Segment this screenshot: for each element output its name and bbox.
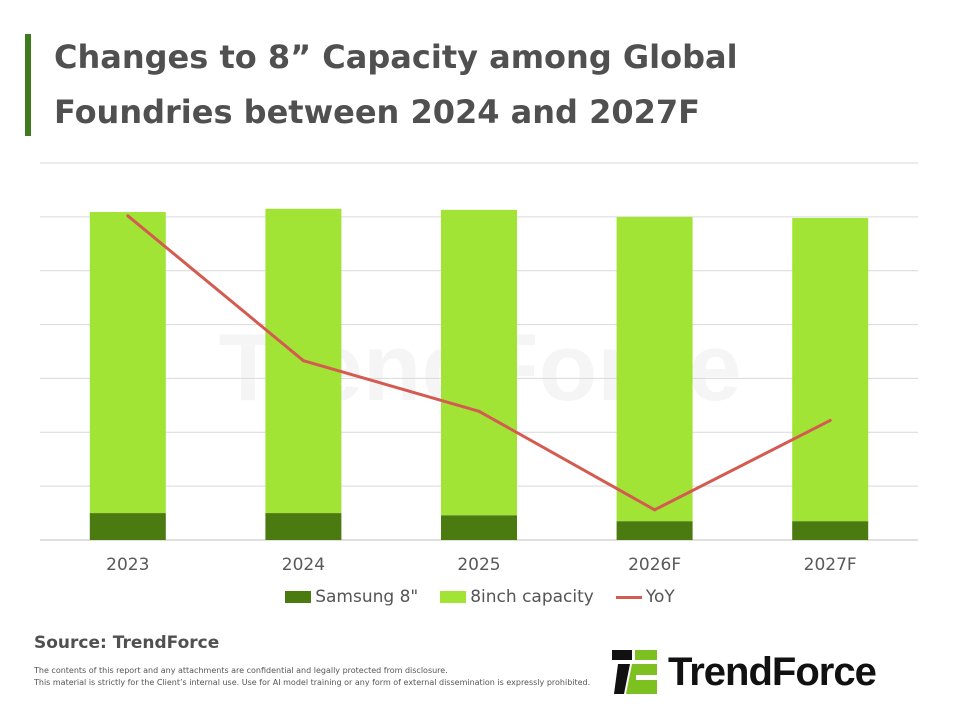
logo-icon <box>612 650 657 694</box>
x-tick-label: 2025 <box>457 555 500 575</box>
bar-samsung <box>792 521 869 540</box>
legend-yoy: YoY <box>615 587 675 607</box>
bar-capacity <box>792 217 869 522</box>
x-tick-label: 2027F <box>804 555 857 575</box>
legend-line <box>615 595 642 599</box>
legend-swatch <box>285 591 312 603</box>
legend-capacity: 8inch capacity <box>440 587 594 607</box>
yoy-point <box>126 214 130 218</box>
chart-title: Changes to 8” Capacity among Global Foun… <box>54 38 738 131</box>
x-tick-label: 2026F <box>628 555 681 575</box>
legend-swatch <box>440 591 467 603</box>
bar-samsung <box>89 513 166 540</box>
trendforce-logo: TrendForce <box>612 648 877 696</box>
bar-samsung <box>265 513 342 540</box>
legend-label: YoY <box>645 587 675 607</box>
logo-text: TrendForce <box>668 649 877 694</box>
legend-label: 8inch capacity <box>470 587 594 607</box>
bar-samsung <box>616 521 693 540</box>
legend-label: Samsung 8" <box>315 587 419 607</box>
yoy-point <box>828 418 832 422</box>
yoy-point <box>653 508 657 512</box>
disclaimer-line: The contents of this report and any atta… <box>34 666 448 675</box>
disclaimer-line: This material is strictly for the Client… <box>34 678 591 687</box>
yoy-point <box>477 409 481 413</box>
x-tick-label: 2024 <box>282 555 325 575</box>
title-accent-bar <box>25 34 31 136</box>
legend-samsung: Samsung 8" <box>285 587 418 607</box>
yoy-point <box>301 359 305 363</box>
bar-samsung <box>441 515 517 540</box>
source: Source: TrendForce <box>34 633 220 653</box>
x-tick-label: 2023 <box>106 555 149 575</box>
bar-capacity <box>89 212 166 514</box>
bar-capacity <box>441 209 517 516</box>
legend: Samsung 8" 8inch capacity YoY <box>0 587 960 607</box>
bar-capacity <box>616 216 693 522</box>
